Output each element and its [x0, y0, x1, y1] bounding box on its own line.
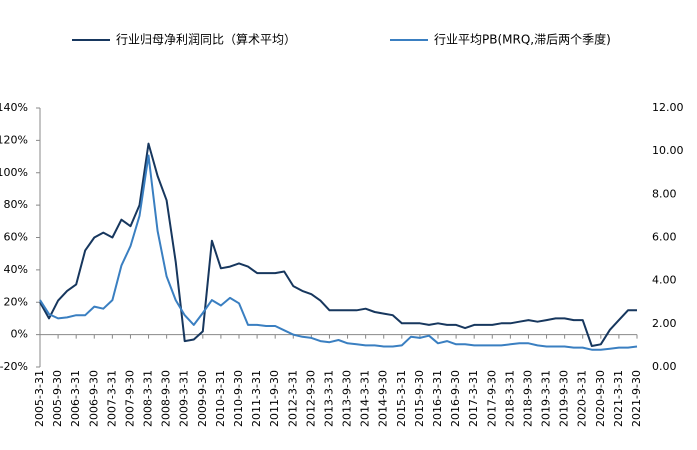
x-tick-label: 2016-9-30	[449, 370, 462, 427]
y-tick-label: 40%	[4, 263, 28, 276]
y-tick-label: 120%	[0, 133, 28, 146]
x-tick-label: 2005-9-30	[51, 370, 64, 427]
x-tick-label: 2013-9-30	[341, 370, 354, 427]
y-tick-label: 0%	[11, 328, 28, 341]
x-tick-label: 2008-3-31	[142, 370, 155, 427]
x-tick-label: 2021-9-30	[630, 370, 643, 427]
x-tick-label: 2006-9-30	[87, 370, 100, 427]
y2-tick-label: 0.00	[652, 360, 677, 373]
x-tick-label: 2010-3-31	[214, 370, 227, 427]
x-tick-label: 2010-9-30	[232, 370, 245, 427]
x-tick-label: 2007-3-31	[105, 370, 118, 427]
x-tick-label: 2008-9-30	[160, 370, 173, 427]
x-tick-label: 2015-9-30	[413, 370, 426, 427]
x-tick-label: 2009-3-31	[178, 370, 191, 427]
legend-label: 行业归母净利润同比（算术平均）	[116, 32, 296, 47]
x-tick-label: 2019-9-30	[558, 370, 571, 427]
x-tick-label: 2011-9-30	[268, 370, 281, 427]
x-tick-label: 2017-9-30	[485, 370, 498, 427]
y-tick-label: 20%	[4, 295, 28, 308]
y2-tick-label: 12.00	[652, 101, 684, 114]
x-tick-label: 2014-3-31	[359, 370, 372, 427]
y2-tick-label: 2.00	[652, 317, 677, 330]
series-line	[39, 154, 638, 351]
x-tick-label: 2016-3-31	[431, 370, 444, 427]
x-tick-label: 2020-3-31	[576, 370, 589, 427]
y-tick-label: 80%	[4, 198, 28, 211]
x-tick-label: 2005-3-31	[33, 370, 46, 427]
x-tick-label: 2017-3-31	[467, 370, 480, 427]
x-tick-label: 2012-9-30	[304, 370, 317, 427]
y-tick-label: 140%	[0, 101, 28, 114]
x-tick-label: 2021-3-31	[612, 370, 625, 427]
y2-tick-label: 8.00	[652, 187, 677, 200]
y-tick-label: -20%	[0, 360, 28, 373]
y-tick-label: 60%	[4, 231, 28, 244]
x-tick-label: 2018-9-30	[521, 370, 534, 427]
x-tick-label: 2009-9-30	[196, 370, 209, 427]
x-tick-label: 2018-3-31	[503, 370, 516, 427]
x-tick-label: 2020-9-30	[594, 370, 607, 427]
x-tick-label: 2007-9-30	[123, 370, 136, 427]
y2-tick-label: 4.00	[652, 274, 677, 287]
y2-tick-label: 6.00	[652, 231, 677, 244]
x-tick-label: 2006-3-31	[69, 370, 82, 427]
x-tick-label: 2014-9-30	[377, 370, 390, 427]
x-tick-label: 2011-3-31	[250, 370, 263, 427]
y-tick-label: 100%	[0, 166, 28, 179]
y2-tick-label: 10.00	[652, 144, 684, 157]
legend-label: 行业平均PB(MRQ,滞后两个季度)	[434, 32, 611, 47]
x-tick-label: 2012-3-31	[286, 370, 299, 427]
x-tick-label: 2015-3-31	[395, 370, 408, 427]
x-tick-label: 2013-3-31	[322, 370, 335, 427]
series-line	[39, 142, 637, 347]
x-tick-label: 2019-3-31	[540, 370, 553, 427]
